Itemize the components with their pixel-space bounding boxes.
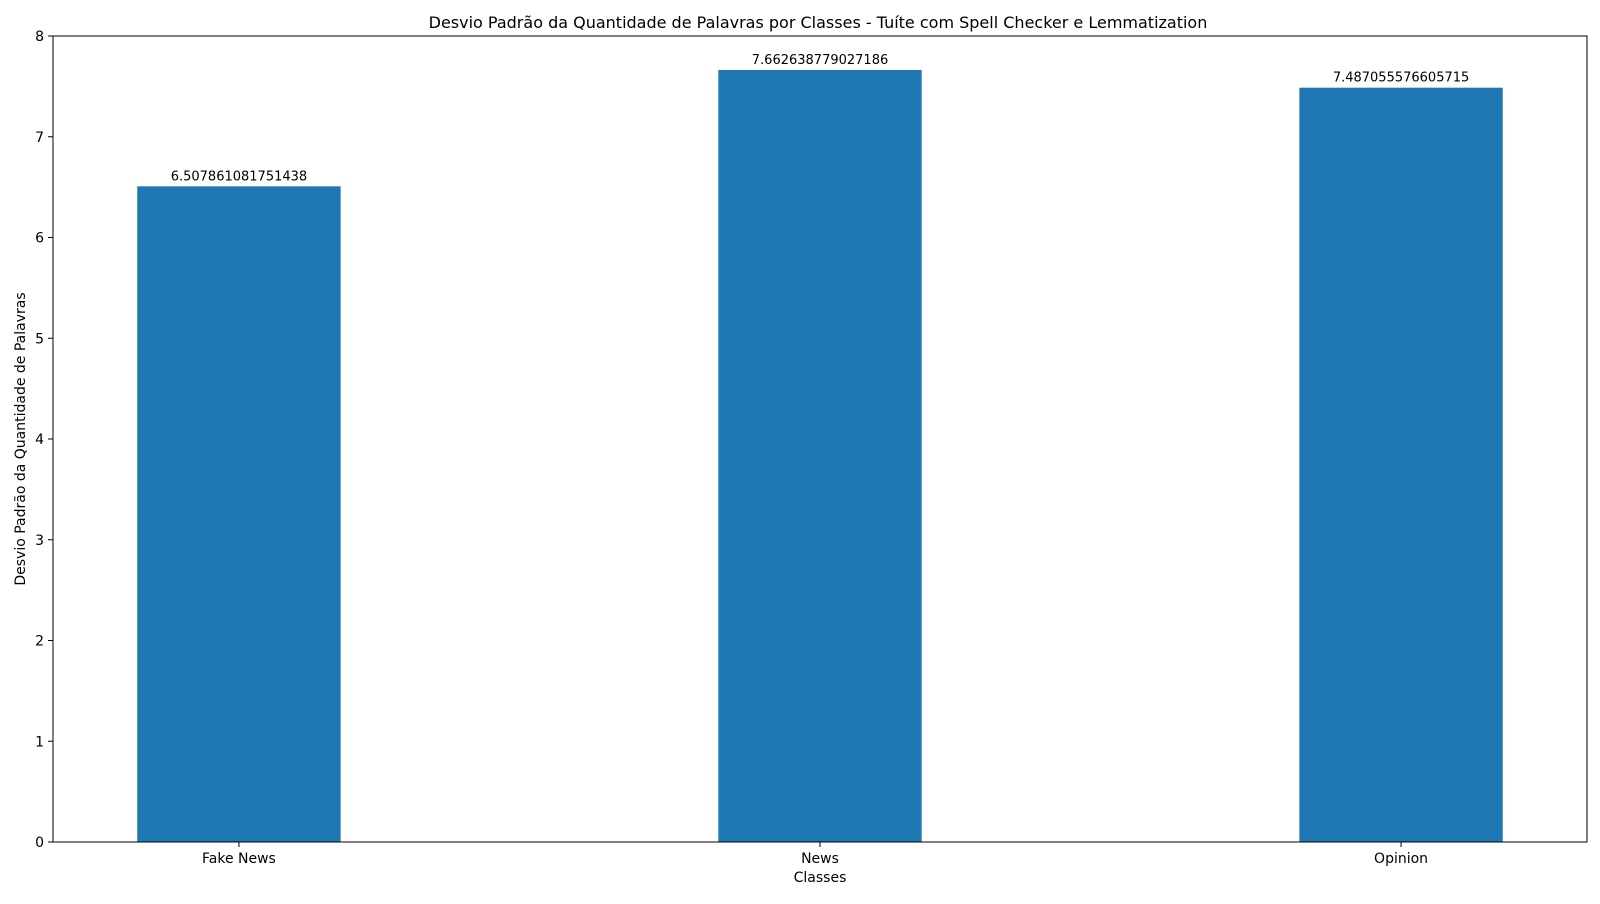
x-tick-label: News bbox=[801, 851, 839, 867]
plot-frame bbox=[52, 35, 1588, 843]
bar-fake-news bbox=[137, 186, 341, 842]
bar-value-label: 6.507861081751438 bbox=[171, 169, 307, 184]
bar-opinion bbox=[1299, 87, 1503, 843]
bars-layer: 6.507861081751438 7.662638779027186 7.4870… bbox=[137, 53, 1503, 843]
y-tick-label: 5 bbox=[35, 331, 44, 347]
y-tick-label: 1 bbox=[35, 734, 44, 750]
y-axis: 0 1 2 3 4 5 6 7 8 bbox=[35, 29, 53, 851]
y-axis-label: Desvio Padrão da Quantidade de Palavras bbox=[13, 292, 29, 585]
y-tick-label: 7 bbox=[35, 130, 44, 146]
bar-news bbox=[718, 69, 922, 843]
x-axis: Fake News News Opinion bbox=[202, 842, 1428, 867]
y-tick-label: 3 bbox=[35, 533, 44, 549]
y-tick-label: 4 bbox=[35, 432, 44, 448]
x-tick-label: Opinion bbox=[1374, 851, 1428, 867]
x-axis-label: Classes bbox=[794, 870, 847, 886]
y-tick-label: 6 bbox=[35, 231, 44, 247]
y-tick-label: 2 bbox=[35, 634, 44, 650]
y-tick-label: 8 bbox=[35, 29, 44, 45]
bar-value-label: 7.662638779027186 bbox=[752, 53, 888, 68]
y-tick-label: 0 bbox=[35, 835, 44, 851]
bar-value-label: 7.487055576605715 bbox=[1333, 71, 1469, 86]
x-tick-label: Fake News bbox=[202, 851, 276, 867]
chart-title: Desvio Padrão da Quantidade de Palavras … bbox=[429, 13, 1208, 32]
